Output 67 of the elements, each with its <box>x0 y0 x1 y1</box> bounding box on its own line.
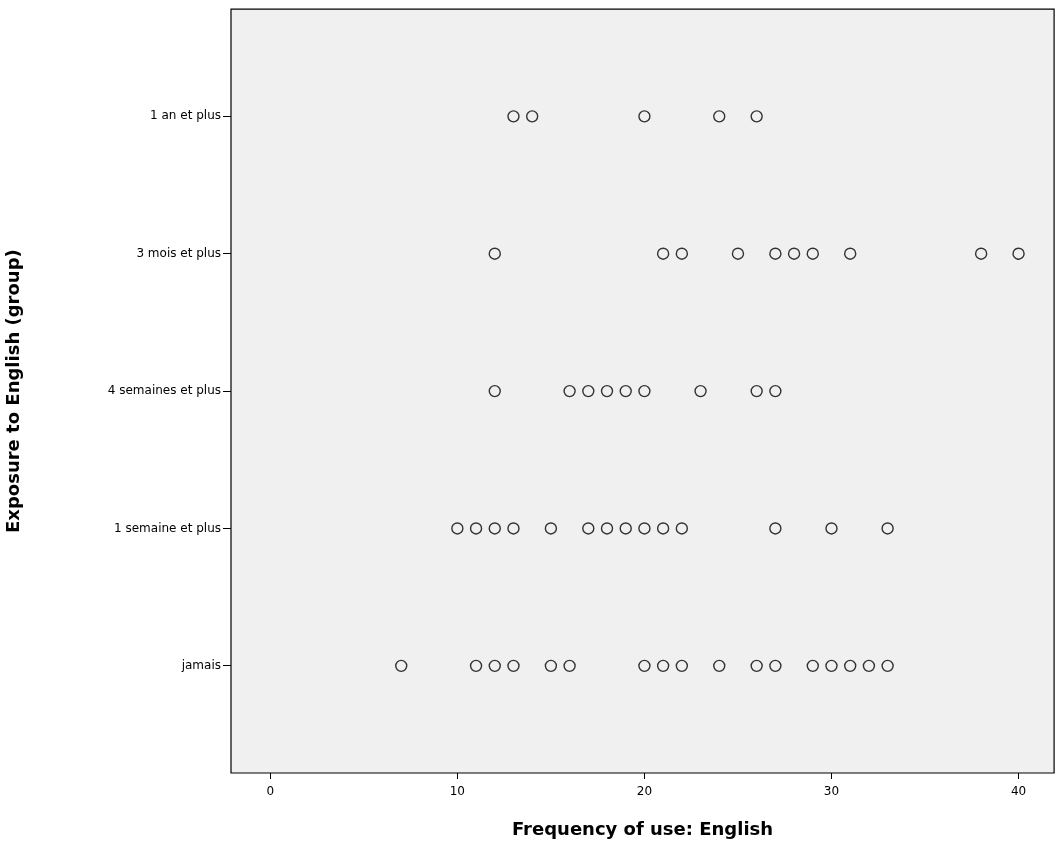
point <box>600 384 614 398</box>
point <box>713 659 726 673</box>
point <box>488 247 501 260</box>
point <box>507 110 520 123</box>
x-tick-label: 20 <box>636 784 653 799</box>
point <box>638 384 651 398</box>
point <box>563 659 576 673</box>
point <box>582 522 595 535</box>
point <box>488 384 501 398</box>
point <box>862 659 876 673</box>
point <box>750 384 763 398</box>
point <box>806 247 819 260</box>
point <box>488 659 501 673</box>
point <box>544 659 558 673</box>
point <box>1012 247 1025 260</box>
point <box>825 522 838 535</box>
point <box>469 522 483 535</box>
point <box>563 384 576 398</box>
x-tick-label: 30 <box>823 784 840 799</box>
point <box>806 659 819 673</box>
point <box>974 247 988 260</box>
y-tick-label: 1 an et plus <box>150 108 221 123</box>
point <box>844 247 857 260</box>
point <box>750 659 763 673</box>
point <box>881 659 894 673</box>
x-axis-title: Frequency of use: English <box>511 817 774 839</box>
point <box>694 384 707 398</box>
point <box>656 659 670 673</box>
point <box>844 659 857 673</box>
point <box>619 522 632 535</box>
point <box>656 522 670 535</box>
x-tick-label: 10 <box>449 784 465 799</box>
y-tick-label: 1 semaine et plus <box>114 520 221 535</box>
point <box>769 659 782 673</box>
y-tick-label: 3 mois et plus <box>136 245 221 260</box>
y-tick-label: 4 semaines et plus <box>107 383 221 398</box>
point <box>769 522 782 535</box>
point <box>488 522 501 535</box>
point <box>582 384 595 398</box>
point <box>638 522 651 535</box>
point <box>675 522 689 535</box>
point <box>713 110 726 123</box>
point <box>525 110 539 123</box>
point <box>656 247 670 260</box>
x-tick-label: 40 <box>1010 784 1027 799</box>
point <box>750 110 763 123</box>
point <box>881 522 894 535</box>
point <box>638 110 651 123</box>
point <box>638 659 651 673</box>
point <box>600 522 614 535</box>
point <box>825 659 838 673</box>
point <box>619 384 632 398</box>
point <box>769 384 782 398</box>
point <box>787 247 801 260</box>
x-tick-label: 0 <box>266 784 275 799</box>
point <box>451 522 464 535</box>
point <box>507 522 520 535</box>
point <box>395 659 408 673</box>
y-axis-title: Exposure to English (group) <box>2 249 24 533</box>
y-tick-label: jamais <box>180 657 221 672</box>
point <box>469 659 483 673</box>
point <box>675 247 689 260</box>
point <box>544 522 558 535</box>
point <box>769 247 782 260</box>
point <box>675 659 689 673</box>
point <box>731 247 745 260</box>
point <box>507 659 520 673</box>
